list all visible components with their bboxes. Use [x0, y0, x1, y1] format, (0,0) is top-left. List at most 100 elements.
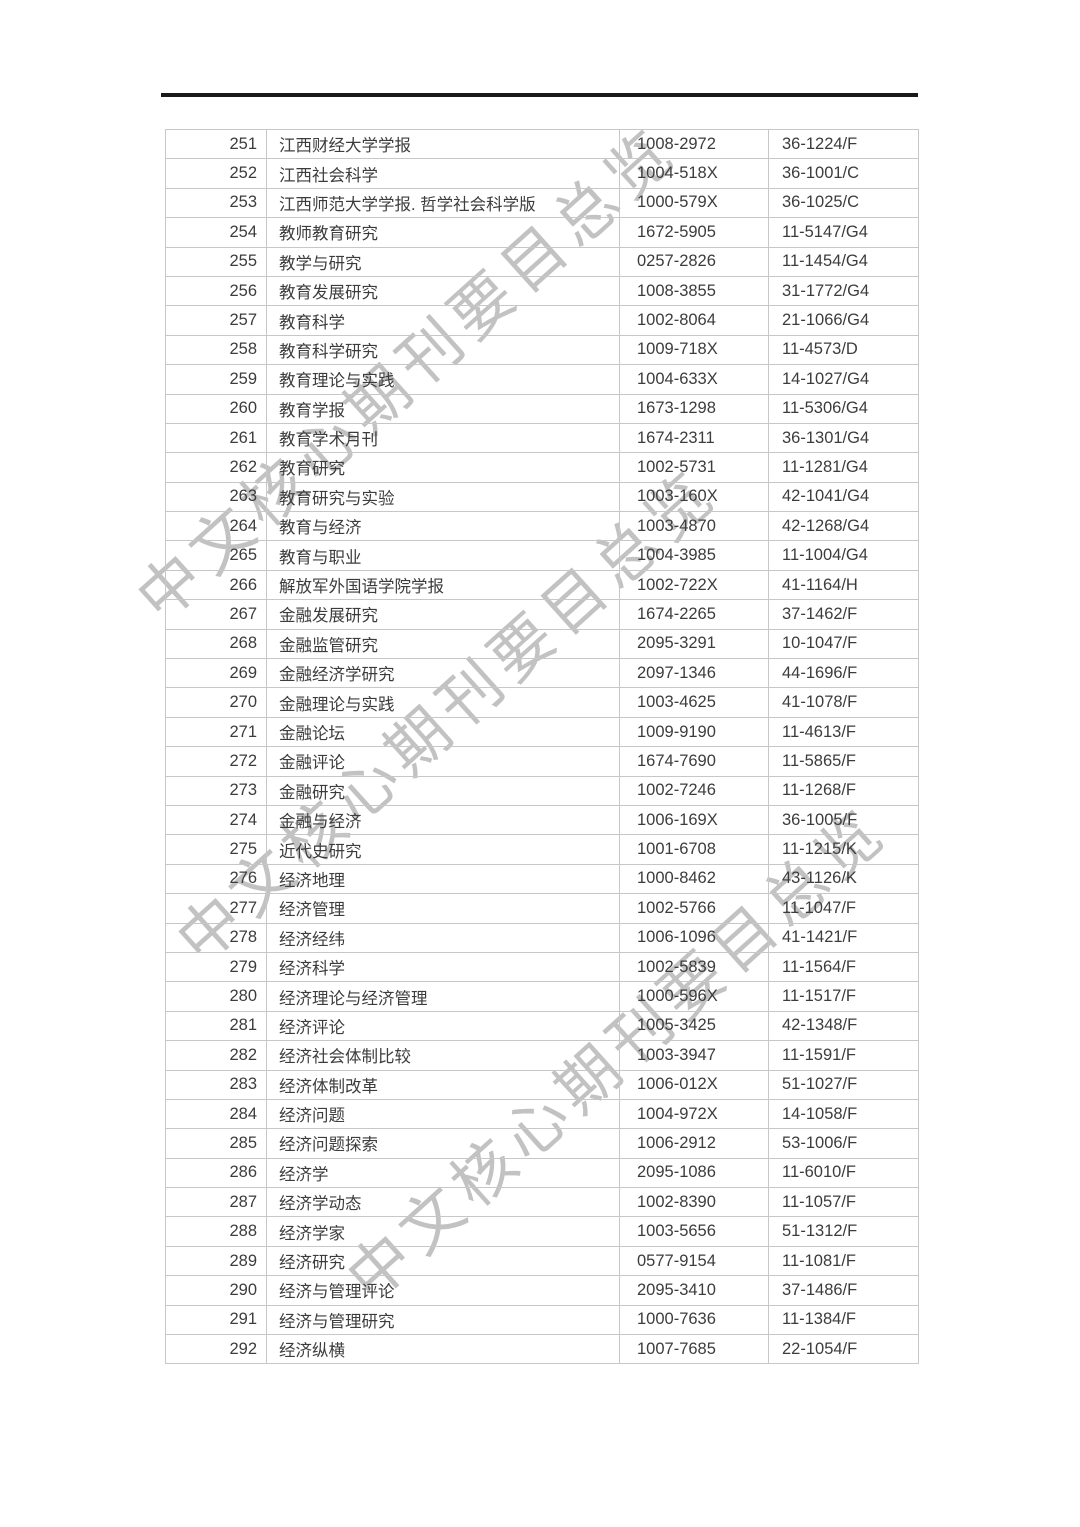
issn-cell: 0577-9154 — [619, 1245, 769, 1277]
table-row: 261 教育学术月刊 1674-2311 36-1301/G4 — [165, 422, 919, 454]
cn-number-cell: 11-1057/F — [768, 1187, 919, 1218]
issn-cell: 1005-3425 — [619, 1010, 769, 1042]
cn-number-cell: 42-1268/G4 — [768, 511, 919, 542]
row-number-cell: 272 — [165, 746, 267, 777]
row-number-cell: 276 — [165, 863, 267, 895]
issn-cell: 1000-596X — [619, 981, 769, 1012]
row-number-cell: 277 — [165, 893, 267, 924]
cn-number-cell: 11-5865/F — [768, 746, 919, 777]
row-number-cell: 252 — [165, 158, 267, 189]
table-row: 264 教育与经济 1003-4870 42-1268/G4 — [165, 511, 919, 542]
row-number-cell: 267 — [165, 599, 267, 630]
journal-title-cell: 经济理论与经济管理 — [266, 981, 620, 1012]
table-row: 252 江西社会科学 1004-518X 36-1001/C — [165, 158, 919, 189]
issn-cell: 2097-1346 — [619, 658, 769, 689]
cn-number-cell: 10-1047/F — [768, 628, 919, 660]
journal-title-cell: 经济社会体制比较 — [266, 1040, 620, 1071]
issn-cell: 1006-2912 — [619, 1128, 769, 1159]
row-number-cell: 280 — [165, 981, 267, 1012]
row-number-cell: 285 — [165, 1128, 267, 1159]
row-number-cell: 258 — [165, 334, 267, 366]
table-row: 288 经济学家 1003-5656 51-1312/F — [165, 1216, 919, 1247]
cn-number-cell: 51-1312/F — [768, 1216, 919, 1247]
journal-title-cell: 经济管理 — [266, 893, 620, 924]
journal-table-body: 251 江西财经大学学报 1008-2972 36-1224/F 252 江西社… — [165, 128, 919, 1365]
row-number-cell: 286 — [165, 1157, 267, 1189]
issn-cell: 1002-5839 — [619, 951, 769, 983]
table-row: 254 教师教育研究 1672-5905 11-5147/G4 — [165, 217, 919, 248]
cn-number-cell: 11-1591/F — [768, 1040, 919, 1071]
table-row: 286 经济学 2095-1086 11-6010/F — [165, 1157, 919, 1189]
row-number-cell: 262 — [165, 452, 267, 483]
issn-cell: 1008-3855 — [619, 275, 769, 307]
cn-number-cell: 41-1421/F — [768, 922, 919, 953]
cn-number-cell: 11-1268/F — [768, 775, 919, 806]
table-row: 259 教育理论与实践 1004-633X 14-1027/G4 — [165, 364, 919, 395]
table-row: 272 金融评论 1674-7690 11-5865/F — [165, 746, 919, 777]
journal-title-cell: 教育学术月刊 — [266, 422, 620, 454]
cn-number-cell: 11-1517/F — [768, 981, 919, 1012]
cn-number-cell: 36-1001/C — [768, 158, 919, 189]
row-number-cell: 268 — [165, 628, 267, 660]
journal-title-cell: 经济学家 — [266, 1216, 620, 1247]
journal-title-cell: 金融研究 — [266, 775, 620, 806]
cn-number-cell: 14-1058/F — [768, 1098, 919, 1130]
journal-title-cell: 经济地理 — [266, 863, 620, 895]
journal-title-cell: 解放军外国语学院学报 — [266, 569, 620, 601]
journal-title-cell: 教育科学研究 — [266, 334, 620, 366]
row-number-cell: 274 — [165, 804, 267, 836]
table-row: 273 金融研究 1002-7246 11-1268/F — [165, 775, 919, 806]
cn-number-cell: 11-1454/G4 — [768, 246, 919, 277]
row-number-cell: 266 — [165, 569, 267, 601]
cn-number-cell: 21-1066/G4 — [768, 305, 919, 336]
cn-number-cell: 42-1348/F — [768, 1010, 919, 1042]
cn-number-cell: 11-4573/D — [768, 334, 919, 366]
table-row: 285 经济问题探索 1006-2912 53-1006/F — [165, 1128, 919, 1159]
issn-cell: 1000-8462 — [619, 863, 769, 895]
row-number-cell: 273 — [165, 775, 267, 806]
journal-title-cell: 教育研究与实验 — [266, 481, 620, 513]
row-number-cell: 288 — [165, 1216, 267, 1247]
issn-cell: 1008-2972 — [619, 128, 769, 160]
journal-title-cell: 金融发展研究 — [266, 599, 620, 630]
journal-title-cell: 经济经纬 — [266, 922, 620, 953]
table-row: 279 经济科学 1002-5839 11-1564/F — [165, 951, 919, 983]
cn-number-cell: 36-1224/F — [768, 128, 919, 160]
cn-number-cell: 22-1054/F — [768, 1334, 919, 1365]
cn-number-cell: 31-1772/G4 — [768, 275, 919, 307]
journal-title-cell: 经济体制改革 — [266, 1069, 620, 1100]
table-row: 269 金融经济学研究 2097-1346 44-1696/F — [165, 658, 919, 689]
issn-cell: 1002-5731 — [619, 452, 769, 483]
row-number-cell: 271 — [165, 716, 267, 748]
journal-title-cell: 教育科学 — [266, 305, 620, 336]
issn-cell: 1003-3947 — [619, 1040, 769, 1071]
issn-cell: 1001-6708 — [619, 834, 769, 865]
row-number-cell: 254 — [165, 217, 267, 248]
issn-cell: 1000-7636 — [619, 1304, 769, 1336]
cn-number-cell: 11-4613/F — [768, 716, 919, 748]
journal-title-cell: 教育发展研究 — [266, 275, 620, 307]
table-row: 267 金融发展研究 1674-2265 37-1462/F — [165, 599, 919, 630]
row-number-cell: 290 — [165, 1275, 267, 1306]
table-row: 277 经济管理 1002-5766 11-1047/F — [165, 893, 919, 924]
journal-title-cell: 金融经济学研究 — [266, 658, 620, 689]
journal-title-cell: 经济研究 — [266, 1245, 620, 1277]
table-row: 266 解放军外国语学院学报 1002-722X 41-1164/H — [165, 569, 919, 601]
cn-number-cell: 53-1006/F — [768, 1128, 919, 1159]
table-row: 260 教育学报 1673-1298 11-5306/G4 — [165, 393, 919, 424]
row-number-cell: 256 — [165, 275, 267, 307]
table-row: 290 经济与管理评论 2095-3410 37-1486/F — [165, 1275, 919, 1306]
journal-title-cell: 金融与经济 — [266, 804, 620, 836]
table-row: 253 江西师范大学学报. 哲学社会科学版 1000-579X 36-1025/… — [165, 187, 919, 219]
journal-title-cell: 经济学动态 — [266, 1187, 620, 1218]
row-number-cell: 289 — [165, 1245, 267, 1277]
cn-number-cell: 36-1301/G4 — [768, 422, 919, 454]
table-row: 258 教育科学研究 1009-718X 11-4573/D — [165, 334, 919, 366]
row-number-cell: 291 — [165, 1304, 267, 1336]
row-number-cell: 283 — [165, 1069, 267, 1100]
row-number-cell: 279 — [165, 951, 267, 983]
cn-number-cell: 11-1215/K — [768, 834, 919, 865]
issn-cell: 1672-5905 — [619, 217, 769, 248]
row-number-cell: 259 — [165, 364, 267, 395]
issn-cell: 1009-9190 — [619, 716, 769, 748]
